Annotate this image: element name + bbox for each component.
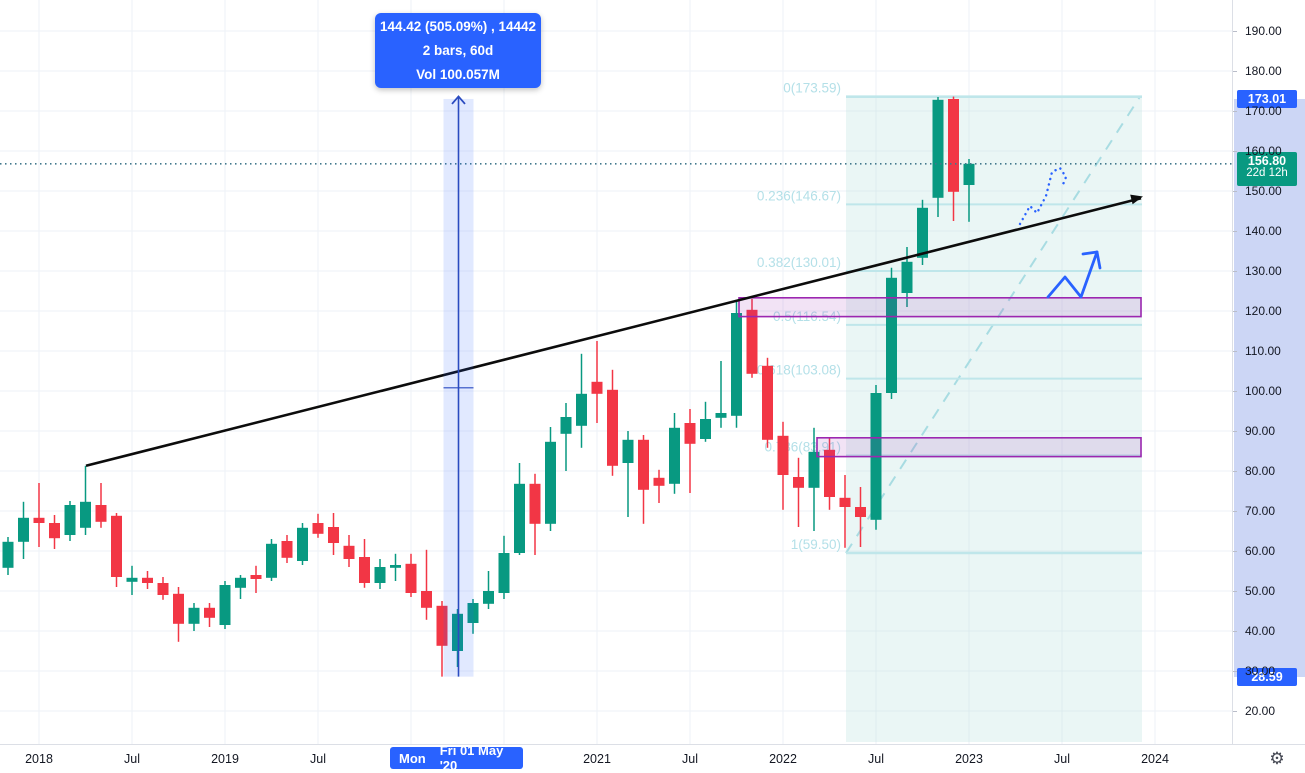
candlestick-series	[2, 96, 975, 677]
fib-level-label: 0.236(146.67)	[757, 188, 841, 203]
measure-tooltip[interactable]: 144.42 (505.09%) , 14442 2 bars, 60d Vol…	[375, 13, 541, 88]
price-tick-label: 90.00	[1245, 424, 1276, 438]
price-tick	[1233, 271, 1237, 272]
crosshair-date-badge: Mon Fri 01 May '20	[390, 743, 523, 773]
time-tick-label: 2024	[1141, 752, 1169, 766]
price-tick	[1233, 591, 1237, 592]
measure-axis-highlight	[1234, 98, 1305, 677]
price-tick-label: 190.00	[1245, 24, 1282, 38]
price-tick-label: 170.00	[1245, 104, 1282, 118]
supply-zone[interactable]	[738, 296, 1142, 318]
price-tick-label: 140.00	[1245, 224, 1282, 238]
trendline[interactable]	[85, 194, 1143, 468]
time-tick-label: Jul	[682, 752, 698, 766]
price-tick-label: 40.00	[1245, 624, 1276, 638]
price-tick	[1233, 31, 1237, 32]
range-low-badge: 28.59	[1237, 667, 1297, 686]
time-tick-label: 2018	[25, 752, 53, 766]
price-tick	[1233, 711, 1237, 712]
price-tick-label: 20.00	[1245, 704, 1276, 718]
price-tick-label: 150.00	[1245, 184, 1282, 198]
measure-tool[interactable]	[443, 95, 474, 677]
price-tick-label: 120.00	[1245, 304, 1282, 318]
price-tick-label: 30.00	[1245, 664, 1276, 678]
range-high-badge: 173.01	[1237, 89, 1297, 108]
price-tick	[1233, 71, 1237, 72]
time-tick-label: 2019	[211, 752, 239, 766]
time-tick-label: 2023	[955, 752, 983, 766]
fib-level-label: 0.382(130.01)	[757, 255, 841, 270]
time-axis[interactable]: ⚙ 2018 Jul 2019 Jul 2021 Jul 2022 Jul 2023 Jul 202…	[0, 744, 1305, 773]
price-tick-label: 160.00	[1245, 144, 1282, 158]
price-tick	[1233, 191, 1237, 192]
time-tick-label: 2022	[769, 752, 797, 766]
fib-level-label: 1(59.50)	[791, 537, 841, 552]
price-tick	[1233, 471, 1237, 472]
measure-range-text: 144.42 (505.09%) , 14442	[379, 19, 537, 34]
time-tick-label: 2021	[583, 752, 611, 766]
price-tick	[1233, 351, 1237, 352]
price-tick	[1233, 231, 1237, 232]
price-tick	[1233, 151, 1237, 152]
region-highlight[interactable]	[845, 96, 1142, 742]
price-tick	[1233, 431, 1237, 432]
time-tick-label: Jul	[124, 752, 140, 766]
price-tick	[1233, 391, 1237, 392]
price-tick-label: 110.00	[1245, 344, 1281, 358]
price-tick-label: 60.00	[1245, 544, 1276, 558]
fib-level-label: 0.618(103.08)	[757, 363, 841, 378]
price-tick	[1233, 631, 1237, 632]
drawn-arrow-dotted[interactable]	[1018, 166, 1068, 226]
price-tick	[1233, 511, 1237, 512]
demand-zone[interactable]	[816, 436, 1142, 458]
chart-pane[interactable]: 0(173.59)0.236(146.67)0.382(130.01)0.5(1…	[0, 0, 1232, 744]
bar-countdown: 22d 12h	[1246, 166, 1288, 179]
fib-level-label: 0(173.59)	[783, 81, 841, 96]
price-tick-label: 70.00	[1245, 504, 1276, 518]
price-tick	[1233, 311, 1237, 312]
price-tick	[1233, 671, 1237, 672]
price-tick-label: 180.00	[1245, 64, 1282, 78]
measure-bars-text: 2 bars, 60d	[422, 43, 494, 58]
price-tick	[1233, 111, 1237, 112]
price-tick-label: 80.00	[1245, 464, 1276, 478]
axis-settings-gear-icon[interactable]: ⚙	[1269, 749, 1285, 769]
price-tick	[1233, 551, 1237, 552]
measure-volume-text: Vol 100.057M	[416, 67, 500, 82]
crosshair-date: Fri 01 May '20	[439, 743, 504, 773]
price-tick-label: 100.00	[1245, 384, 1282, 398]
price-axis[interactable]: 173.01 156.80 22d 12h 28.59 190.00 180.00…	[1232, 0, 1305, 744]
drawn-arrow-solid[interactable]	[1046, 250, 1102, 299]
last-price-badge: 156.80 22d 12h	[1237, 151, 1297, 186]
time-tick-label: Jul	[868, 752, 884, 766]
time-tick-label: Jul	[310, 752, 326, 766]
price-tick-label: 50.00	[1245, 584, 1276, 598]
crosshair-day: Mon	[399, 750, 426, 766]
time-tick-label: Jul	[1054, 752, 1070, 766]
price-tick-label: 130.00	[1245, 264, 1282, 278]
